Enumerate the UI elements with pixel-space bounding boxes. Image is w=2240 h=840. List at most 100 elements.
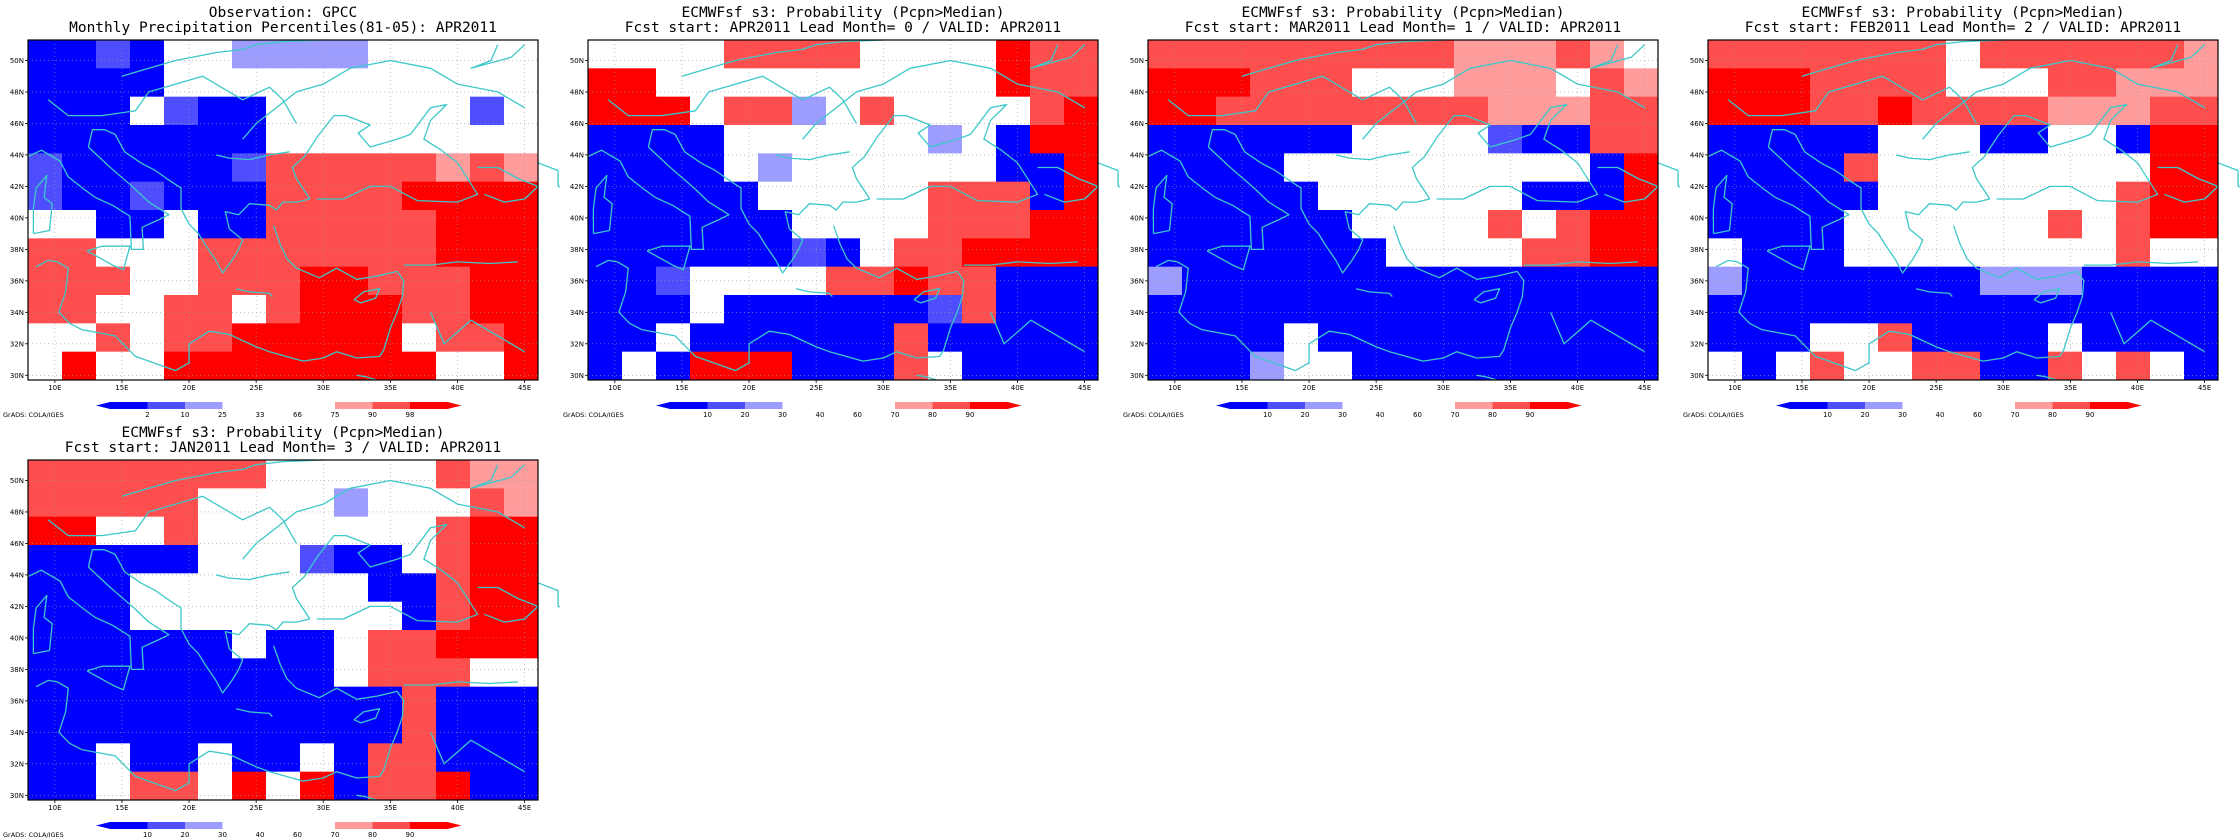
probability-grid bbox=[1148, 40, 1659, 381]
colorbar-label: 40 bbox=[816, 411, 825, 419]
grid-cell bbox=[724, 295, 759, 324]
grid-cell bbox=[368, 771, 403, 801]
grid-cell bbox=[300, 295, 335, 324]
grid-cell bbox=[1742, 96, 1777, 126]
lon-tick-label: 40E bbox=[1011, 384, 1024, 392]
grid-cell bbox=[266, 686, 301, 716]
grid-cell bbox=[232, 516, 267, 546]
grid-cell bbox=[1250, 266, 1285, 296]
grid-cell bbox=[1742, 40, 1777, 69]
grid-cell bbox=[1980, 40, 2015, 69]
grid-cell bbox=[1250, 125, 1285, 154]
grid-cell bbox=[232, 96, 267, 126]
colorbar-segment bbox=[1977, 402, 2016, 409]
lon-tick-label: 20E bbox=[1302, 384, 1315, 392]
grid-cell bbox=[198, 238, 233, 268]
grid-cell bbox=[130, 323, 165, 353]
colorbar-segment bbox=[932, 402, 971, 409]
grid-cell bbox=[2082, 40, 2117, 69]
grid-cell bbox=[470, 266, 505, 296]
grid-cell bbox=[1420, 96, 1455, 126]
lat-tick-label: 40N bbox=[570, 214, 584, 222]
lat-tick-label: 30N bbox=[1130, 372, 1144, 380]
grid-cell bbox=[996, 96, 1031, 126]
grid-cell bbox=[1250, 295, 1285, 324]
grid-cell bbox=[436, 545, 471, 574]
colorbar-label: 60 bbox=[1973, 411, 1982, 419]
lat-tick-label: 36N bbox=[1690, 277, 1704, 285]
lon-tick-label: 45E bbox=[2198, 384, 2211, 392]
grid-cell bbox=[436, 125, 471, 154]
grads-footer: GrADS: COLA/IGES bbox=[1683, 411, 1744, 419]
grid-cell bbox=[1318, 96, 1353, 126]
grid-cell bbox=[860, 96, 895, 126]
grid-cell bbox=[198, 743, 233, 773]
grid-cell bbox=[2014, 40, 2049, 69]
grid-cell bbox=[1386, 181, 1421, 211]
grid-cell bbox=[28, 743, 63, 773]
grid-cell bbox=[860, 238, 895, 268]
grid-cell bbox=[2184, 210, 2219, 239]
grid-cell bbox=[1216, 210, 1251, 239]
grid-cell bbox=[1250, 181, 1285, 211]
grid-cell bbox=[2116, 153, 2151, 183]
grid-cell bbox=[1776, 295, 1811, 324]
grid-cell bbox=[656, 153, 691, 183]
grid-cell bbox=[1556, 96, 1591, 126]
grid-cell bbox=[130, 181, 165, 211]
colorbar-segment bbox=[1940, 402, 1978, 409]
grid-cell bbox=[300, 601, 335, 631]
grid-cell bbox=[266, 630, 301, 659]
grid-cell bbox=[300, 125, 335, 154]
map-panel-lead-month-1: ECMWFsf s3: Probability (Pcpn>Median) Fcs… bbox=[1120, 0, 1680, 420]
grid-cell bbox=[300, 153, 335, 183]
grid-cell bbox=[1810, 68, 1845, 98]
grid-cell bbox=[1454, 323, 1489, 353]
grid-cell bbox=[198, 601, 233, 631]
grid-cell bbox=[1742, 153, 1777, 183]
grid-cell bbox=[588, 266, 623, 296]
grid-cell bbox=[1810, 125, 1845, 154]
grid-cell bbox=[792, 295, 827, 324]
grid-cell bbox=[1980, 125, 2015, 154]
colorbar-label: 60 bbox=[293, 831, 302, 839]
lat-tick-label: 40N bbox=[10, 634, 24, 642]
grid-cell bbox=[164, 153, 199, 183]
grid-cell bbox=[588, 125, 623, 154]
grid-cell bbox=[1284, 323, 1319, 353]
colorbar-segment bbox=[260, 822, 298, 829]
grid-cell bbox=[996, 210, 1031, 239]
grid-cell bbox=[928, 295, 963, 324]
colorbar-label: 80 bbox=[2048, 411, 2057, 419]
grid-cell bbox=[1980, 295, 2015, 324]
grid-cell bbox=[164, 238, 199, 268]
probability-grid bbox=[588, 40, 1099, 381]
lon-tick-label: 20E bbox=[742, 384, 755, 392]
grid-cell bbox=[690, 181, 725, 211]
lat-tick-label: 32N bbox=[570, 340, 584, 348]
grads-footer: GrADS: COLA/IGES bbox=[3, 831, 64, 839]
grid-cell bbox=[164, 295, 199, 324]
grid-cell bbox=[1878, 125, 1913, 154]
map-svg: ECMWFsf s3: Probability (Pcpn>Median)Fcs… bbox=[1123, 5, 1680, 419]
grid-cell bbox=[1946, 210, 1981, 239]
gridlines bbox=[588, 40, 1098, 380]
grid-cell bbox=[164, 686, 199, 716]
grid-cell bbox=[1776, 323, 1811, 353]
grid-cell bbox=[130, 658, 165, 688]
grid-cell bbox=[470, 96, 505, 126]
colorbar-label: 10 bbox=[703, 411, 712, 419]
lat-tick-label: 32N bbox=[1690, 340, 1704, 348]
grid-cell bbox=[1420, 153, 1455, 183]
colorbar-label: 10 bbox=[181, 411, 190, 419]
colorbar-label: 90 bbox=[1526, 411, 1535, 419]
grid-cell bbox=[62, 715, 97, 744]
grid-cell bbox=[232, 238, 267, 268]
grid-cell bbox=[232, 125, 267, 154]
panel-title-line-1: ECMWFsf s3: Probability (Pcpn>Median) bbox=[1241, 5, 1564, 21]
lat-tick-label: 50N bbox=[570, 57, 584, 65]
grid-cell bbox=[96, 771, 131, 801]
grid-cell bbox=[368, 153, 403, 183]
grid-cell bbox=[1216, 238, 1251, 268]
grid-cell bbox=[758, 295, 793, 324]
